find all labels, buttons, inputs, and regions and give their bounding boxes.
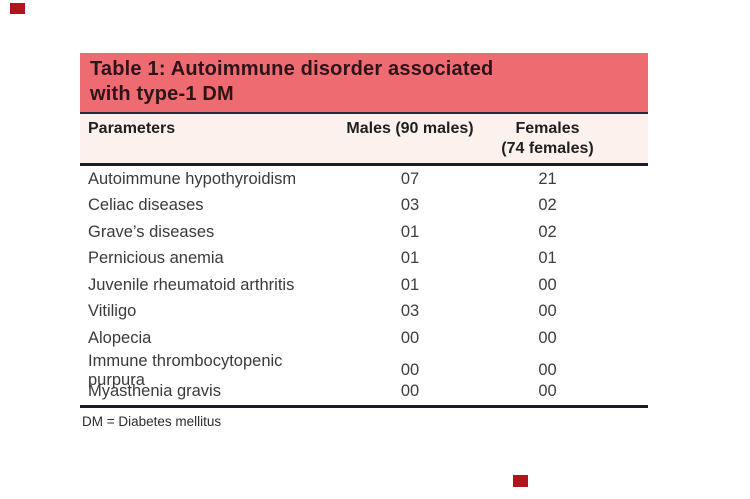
row-males-value: 00 bbox=[400, 381, 420, 400]
table-body: Autoimmune hypothyroidism 07 21 Celiac d… bbox=[80, 166, 648, 405]
row-males-value: 00 bbox=[400, 328, 420, 347]
row-males-value: 01 bbox=[400, 222, 420, 241]
table-header-row: Parameters Males (90 males) Females (74 … bbox=[80, 114, 648, 163]
row-males-value: 03 bbox=[400, 302, 420, 321]
row-males-value: 07 bbox=[400, 169, 420, 188]
rule-under-header bbox=[80, 163, 648, 166]
row-parameter: Immune thrombocytopenic purpura bbox=[88, 351, 283, 389]
table-row: Juvenile rheumatoid arthritis 01 00 bbox=[80, 272, 648, 299]
table-row: Vitiligo 03 00 bbox=[80, 298, 648, 325]
table-title-line2: with type-1 DM bbox=[90, 83, 234, 105]
col-header-parameters: Parameters bbox=[88, 120, 176, 137]
row-females-value: 02 bbox=[538, 196, 557, 215]
table-row: Autoimmune hypothyroidism 07 21 bbox=[80, 166, 648, 193]
row-females-value: 00 bbox=[538, 381, 557, 400]
col-header-males: Males (90 males) bbox=[346, 120, 474, 137]
table-row: Grave’s diseases 01 02 bbox=[80, 219, 648, 246]
red-square-marker-icon bbox=[513, 475, 528, 487]
row-parameter: Grave’s diseases bbox=[88, 222, 215, 241]
row-females-value: 00 bbox=[538, 275, 557, 294]
row-females-value: 00 bbox=[538, 328, 557, 347]
row-females-value: 00 bbox=[538, 361, 557, 379]
row-parameter: Pernicious anemia bbox=[88, 249, 224, 268]
row-females-value: 02 bbox=[538, 222, 557, 241]
row-parameter: Alopecia bbox=[88, 328, 152, 347]
red-square-marker-icon bbox=[10, 3, 25, 14]
table-title-band: Table 1: Autoimmune disorder associated … bbox=[80, 53, 648, 112]
row-males-value: 00 bbox=[400, 361, 420, 379]
row-males-value: 01 bbox=[400, 249, 420, 268]
row-parameter: Vitiligo bbox=[88, 302, 137, 321]
table-row: Myasthenia gravis 00 00 bbox=[80, 378, 648, 405]
row-parameter: Autoimmune hypothyroidism bbox=[88, 169, 297, 188]
rule-under-body bbox=[80, 404, 648, 408]
row-parameter: Celiac diseases bbox=[88, 196, 204, 215]
table-row: Alopecia 00 00 bbox=[80, 325, 648, 352]
row-females-value: 00 bbox=[538, 302, 557, 321]
row-females-value: 21 bbox=[538, 169, 557, 188]
rule-under-title bbox=[80, 112, 648, 114]
col-header-females: Females (74 females) bbox=[485, 119, 610, 159]
table-row: Pernicious anemia 01 01 bbox=[80, 245, 648, 272]
table-footnote: DM = Diabetes mellitus bbox=[82, 413, 222, 429]
row-parameter: Myasthenia gravis bbox=[88, 381, 221, 400]
row-males-value: 01 bbox=[400, 275, 420, 294]
col-header-females-line2: (74 females) bbox=[501, 140, 594, 157]
table-row: Immune thrombocytopenic purpura 00 00 bbox=[80, 351, 648, 389]
row-parameter: Juvenile rheumatoid arthritis bbox=[88, 275, 295, 294]
row-females-value: 01 bbox=[538, 249, 557, 268]
table-1-card: Table 1: Autoimmune disorder associated … bbox=[80, 53, 648, 429]
table-row: Celiac diseases 03 02 bbox=[80, 192, 648, 219]
col-header-females-line1: Females bbox=[515, 120, 580, 137]
table-title-line1: Table 1: Autoimmune disorder associated bbox=[90, 58, 494, 80]
row-males-value: 03 bbox=[400, 196, 420, 215]
